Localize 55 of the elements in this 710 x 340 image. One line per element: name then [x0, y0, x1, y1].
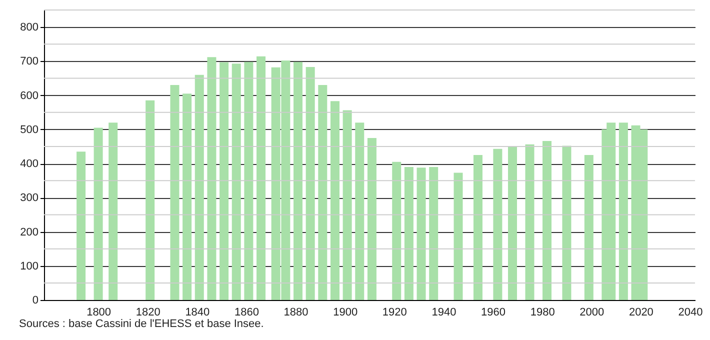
bar — [76, 152, 86, 300]
bar — [404, 166, 414, 300]
bar — [220, 62, 229, 300]
y-tick-label: 400 — [20, 158, 38, 170]
bar — [108, 122, 118, 300]
x-tick-label: 2020 — [628, 306, 654, 318]
y-tick-label: 300 — [20, 192, 38, 204]
bar — [182, 94, 192, 300]
y-tick-label: 0 — [32, 294, 38, 306]
bar — [146, 100, 155, 300]
y-tick-label: 600 — [20, 90, 38, 102]
x-tick-label: 1800 — [86, 306, 112, 318]
x-tick-label: 1880 — [284, 306, 308, 318]
bar — [562, 146, 572, 300]
bar — [342, 110, 352, 300]
bar — [525, 144, 534, 300]
y-tick-label: 800 — [20, 22, 38, 34]
bar — [207, 57, 216, 300]
bar — [94, 128, 103, 300]
bar — [306, 66, 315, 300]
bar — [416, 168, 426, 300]
x-tick-label: 2000 — [580, 306, 604, 318]
x-tick-label: 1840 — [185, 306, 210, 318]
bar — [367, 138, 376, 300]
bar — [508, 146, 517, 300]
bar — [618, 122, 628, 300]
bar — [294, 62, 303, 300]
bar — [473, 155, 482, 300]
x-tick-label: 1940 — [432, 306, 456, 318]
y-tick-label: 200 — [20, 226, 38, 238]
bar — [318, 85, 328, 300]
y-tick-label: 500 — [20, 124, 38, 136]
x-tick-label: 2040 — [678, 306, 703, 318]
x-tick-label: 1820 — [136, 306, 160, 318]
bar — [584, 155, 594, 300]
source-note: Sources : base Cassini de l'EHESS et base Insee. — [19, 318, 264, 330]
bar — [330, 101, 340, 300]
bar — [454, 172, 463, 300]
bar — [170, 85, 180, 300]
bar — [355, 122, 364, 300]
x-tick-label: 1900 — [333, 306, 358, 318]
bar — [232, 64, 241, 300]
y-tick-label: 700 — [20, 56, 38, 68]
x-tick-label: 1920 — [382, 306, 407, 318]
x-tick-label: 1960 — [481, 306, 506, 318]
x-tick-label: 1980 — [530, 306, 555, 318]
x-tick-label: 1860 — [234, 306, 259, 318]
bar — [542, 141, 552, 300]
bar — [256, 56, 266, 300]
bar — [429, 166, 438, 300]
bar — [493, 148, 502, 300]
bar — [194, 74, 204, 300]
y-tick-label: 100 — [20, 260, 38, 272]
bar — [244, 62, 254, 300]
bar — [392, 162, 402, 300]
